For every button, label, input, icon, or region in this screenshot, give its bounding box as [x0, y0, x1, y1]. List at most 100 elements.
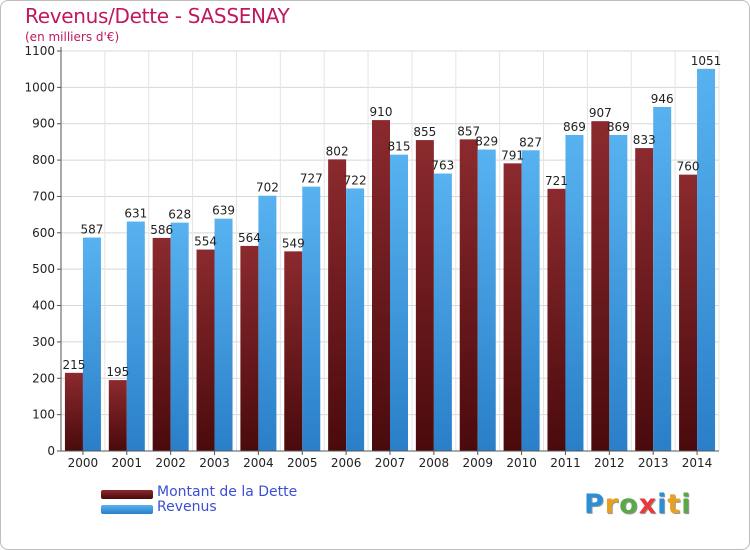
bar-dette: [372, 120, 390, 451]
x-tick-label: 2009: [462, 456, 493, 470]
legend-label-dette: Montant de la Dette: [157, 484, 298, 500]
value-label-revenus: 631: [124, 207, 147, 221]
bar-dette: [108, 380, 127, 451]
value-label-dette: 802: [326, 144, 349, 158]
y-tick-label: 100: [32, 408, 55, 422]
x-tick-label: 2010: [506, 456, 537, 470]
y-tick-label: 900: [32, 117, 55, 131]
bar-revenus: [82, 237, 101, 451]
y-tick-label: 800: [32, 153, 55, 167]
value-label-revenus: 869: [563, 120, 586, 134]
bar-dette: [679, 174, 698, 452]
value-label-revenus: 946: [651, 92, 674, 106]
x-tick-label: 2011: [550, 456, 581, 470]
logo-letter: x: [638, 489, 658, 520]
value-label-dette: 721: [545, 174, 568, 188]
logo-letter: t: [667, 489, 682, 520]
bar-revenus: [302, 186, 321, 452]
bar-revenus: [477, 149, 496, 451]
bar-dette: [152, 237, 171, 451]
bar-dette: [64, 372, 83, 451]
bar-revenus: [565, 135, 584, 451]
value-label-revenus: 727: [300, 172, 323, 186]
value-label-revenus: 639: [212, 204, 235, 218]
value-label-dette: 554: [194, 235, 217, 249]
x-tick-label: 2002: [155, 456, 186, 470]
value-label-dette: 760: [677, 160, 700, 174]
value-label-dette: 195: [106, 365, 129, 379]
proxiti-logo: Proxiti: [584, 489, 692, 520]
chart-title: Revenus/Dette - SASSENAY: [25, 4, 290, 28]
bar-dette: [591, 121, 610, 451]
y-tick-label: 300: [32, 335, 55, 349]
logo-letter: i: [657, 489, 668, 520]
axis-layer: 0 100 200 300 400 500 600 700 800 900 1000 1100 2000…: [24, 44, 719, 470]
bar-dette: [284, 251, 303, 451]
bar-dette: [328, 159, 347, 451]
y-tick-label: 1000: [24, 80, 55, 94]
x-tick-label: 2006: [331, 456, 362, 470]
bar-dette: [635, 148, 654, 451]
value-label-dette: 857: [457, 124, 480, 138]
value-label-revenus: 827: [519, 135, 542, 149]
logo-letter: i: [681, 489, 692, 520]
x-tick-label: 2000: [68, 456, 99, 470]
y-tick-label: 600: [32, 226, 55, 240]
value-label-revenus: 702: [256, 181, 279, 195]
value-label-revenus: 869: [607, 120, 630, 134]
bar-revenus: [521, 150, 540, 452]
bar-revenus: [258, 195, 277, 451]
value-label-dette: 549: [282, 236, 305, 250]
legend-swatch-revenus: [101, 505, 153, 514]
bar-revenus: [433, 173, 452, 451]
bar-revenus: [609, 135, 628, 451]
bar-revenus: [697, 68, 716, 452]
bar-dette: [240, 245, 259, 451]
value-label-dette: 564: [238, 231, 261, 245]
bar-revenus: [390, 154, 408, 452]
bars-layer: [64, 68, 716, 452]
x-tick-label: 2007: [375, 456, 406, 470]
value-label-revenus: 722: [344, 173, 367, 187]
logo-letter: o: [619, 489, 639, 520]
x-tick-label: 2004: [243, 456, 274, 470]
y-tick-label: 1100: [24, 44, 55, 58]
y-tick-label: 0: [47, 444, 55, 458]
value-label-revenus: 587: [80, 223, 103, 237]
bar-dette: [503, 163, 522, 451]
value-label-dette: 586: [150, 223, 173, 237]
logo-letter: P: [584, 489, 605, 520]
x-tick-label: 2013: [638, 456, 669, 470]
logo-letter: r: [604, 489, 620, 520]
bar-dette: [196, 249, 215, 451]
value-label-revenus: 829: [475, 135, 498, 149]
bar-dette: [547, 188, 566, 451]
value-label-revenus: 763: [431, 159, 454, 173]
y-tick-label: 400: [32, 299, 55, 313]
x-tick-label: 2001: [112, 456, 143, 470]
value-label-revenus: 628: [168, 208, 191, 222]
x-tick-label: 2005: [287, 456, 318, 470]
value-label-dette: 910: [370, 105, 393, 119]
x-tick-label: 2014: [682, 456, 713, 470]
y-tick-label: 500: [32, 262, 55, 276]
bar-revenus: [126, 221, 145, 451]
value-label-dette: 215: [62, 358, 85, 372]
value-label-revenus: 815: [388, 140, 411, 154]
value-label-revenus: 1051: [691, 54, 722, 68]
bar-revenus: [653, 107, 672, 451]
value-label-dette: 791: [501, 148, 524, 162]
chart-subtitle: (en milliers d'€): [25, 30, 120, 44]
bar-revenus: [346, 188, 365, 452]
bar-dette: [459, 139, 478, 451]
y-tick-label: 200: [32, 371, 55, 385]
legend-label-revenus: Revenus: [157, 499, 217, 515]
value-label-dette: 907: [589, 106, 612, 120]
bar-dette: [415, 140, 434, 451]
x-tick-label: 2012: [594, 456, 625, 470]
bar-revenus: [214, 218, 233, 451]
x-tick-label: 2003: [199, 456, 230, 470]
